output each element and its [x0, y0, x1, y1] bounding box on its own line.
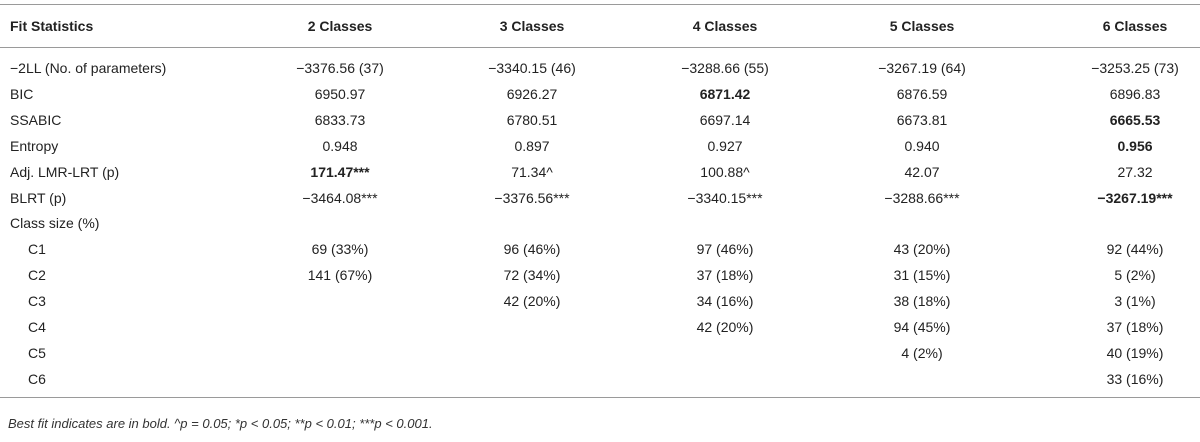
cell: 6697.14 [699, 111, 751, 128]
row-label: C1 [28, 241, 46, 258]
cell: −3267.19*** [1097, 189, 1173, 206]
top-rule [0, 4, 1200, 5]
cell: 141 (67%) [307, 267, 373, 284]
column-header: 5 Classes [889, 18, 955, 34]
cell: 6871.42 [699, 85, 751, 102]
row-label: Entropy [10, 137, 59, 154]
cell: −3253.25 (73) [1091, 60, 1179, 76]
cell: 0.897 [514, 137, 550, 154]
cell: 40 (19%) [1106, 344, 1164, 361]
cell: −3340.15 (46) [488, 60, 576, 76]
cell: 0.940 [904, 137, 940, 154]
bottom-rule [0, 397, 1200, 398]
cell: 34 (16%) [696, 293, 754, 310]
row-label: BLRT (p) [10, 189, 67, 206]
cell: 6673.81 [896, 111, 948, 128]
cell: 100.88^ [700, 163, 750, 180]
cell: 42.07 [904, 163, 940, 180]
cell: 6780.51 [506, 111, 558, 128]
cell: 72 (34%) [503, 267, 561, 284]
cell: −3340.15*** [687, 189, 763, 206]
cell: −3376.56 (37) [296, 60, 384, 76]
cell: 171.47*** [310, 163, 370, 180]
row-label: SSABIC [10, 111, 62, 128]
cell: 5 (2%) [1114, 267, 1156, 284]
cell: 42 (20%) [503, 293, 561, 310]
column-header: 6 Classes [1102, 18, 1168, 34]
cell: 69 (33%) [311, 241, 369, 258]
column-header: 2 Classes [307, 18, 373, 34]
cell: 71.34^ [511, 163, 553, 180]
cell: 0.948 [322, 137, 358, 154]
column-header: 4 Classes [692, 18, 758, 34]
cell: 37 (18%) [696, 267, 754, 284]
cell: 94 (45%) [893, 319, 951, 335]
cell: 96 (46%) [503, 241, 561, 258]
cell: 4 (2%) [901, 344, 943, 361]
cell: 33 (16%) [1106, 370, 1164, 387]
row-label: BIC [10, 85, 34, 102]
cell: −3376.56*** [494, 189, 570, 206]
row-label: C5 [28, 344, 46, 361]
cell: 6926.27 [506, 85, 558, 102]
cell: 38 (18%) [893, 293, 951, 310]
header-rule [0, 47, 1200, 48]
cell: 6833.73 [314, 111, 366, 128]
cell: 27.32 [1117, 163, 1153, 180]
cell: 6665.53 [1109, 111, 1161, 128]
row-label: Adj. LMR-LRT (p) [10, 163, 120, 180]
cell: −3288.66*** [884, 189, 960, 206]
cell: −3267.19 (64) [878, 60, 966, 76]
cell: 97 (46%) [696, 241, 754, 258]
cell: 42 (20%) [696, 319, 754, 335]
row-label: C2 [28, 267, 46, 284]
cell: 92 (44%) [1106, 241, 1164, 258]
row-label: C6 [28, 370, 46, 387]
row-label: −2LL (No. of parameters) [10, 60, 167, 76]
row-label: C3 [28, 293, 46, 310]
cell: 31 (15%) [893, 267, 951, 284]
row-label: C4 [28, 319, 46, 335]
footnote: Best fit indicates are in bold. ^p = 0.0… [8, 416, 433, 431]
cell: 6950.97 [314, 85, 366, 102]
cell: −3288.66 (55) [681, 60, 769, 76]
column-header: 3 Classes [499, 18, 565, 34]
cell: −3464.08*** [302, 189, 378, 206]
cell: 37 (18%) [1106, 319, 1164, 335]
cell: 3 (1%) [1114, 293, 1156, 310]
cell: 6896.83 [1109, 85, 1161, 102]
cell: 43 (20%) [893, 241, 951, 258]
cell: 0.927 [707, 137, 743, 154]
row-label: Class size (%) [10, 215, 100, 232]
cell: 6876.59 [896, 85, 948, 102]
cell: 0.956 [1117, 137, 1153, 154]
header-label: Fit Statistics [10, 18, 94, 34]
